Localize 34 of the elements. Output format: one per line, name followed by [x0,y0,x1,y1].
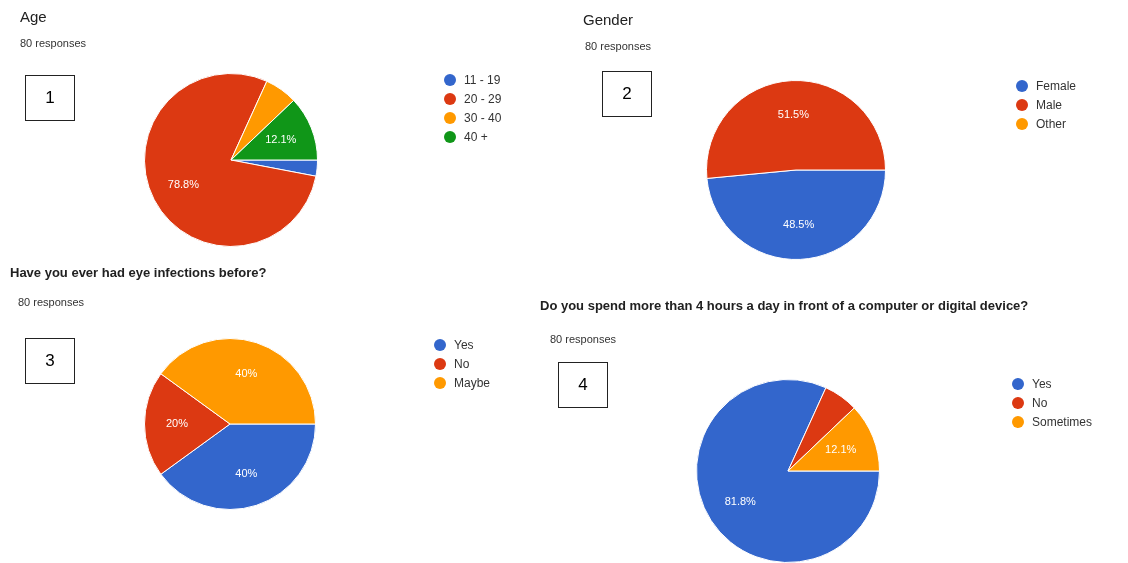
legend-label: Other [1036,116,1067,131]
data-label: 81.8% [724,494,757,507]
data-label: 12.1% [825,442,857,455]
text: 80 responses [20,37,87,49]
legend-label: No [1032,395,1048,410]
legend-label: 40 + [464,129,488,144]
legend-label: Maybe [454,375,491,390]
data-label: 78.8% [167,177,200,190]
chart-title: Do you spend more than 4 hours a day in front of a computer or digital device? [540,298,1029,313]
chart-title: Have you ever had eye infections before? [10,265,267,280]
legend-label: Male [1036,97,1063,112]
text: 3 [25,338,75,384]
legend-label: Sometimes [1032,414,1093,429]
legend-label: 30 - 40 [464,110,502,125]
data-label: 20% [165,417,189,430]
text: 80 responses [18,296,85,308]
legend-label: Female [1036,78,1077,93]
legend-label: 11 - 19 [464,72,501,87]
chart-title: Age [20,8,47,25]
chart-title: Gender [583,11,634,28]
text: 2 [602,71,652,117]
text: 4 [558,362,608,408]
data-label: 12.1% [265,133,297,146]
text: 80 responses [550,333,617,345]
text: 1 [25,75,75,121]
data-label: 48.5% [783,218,815,231]
data-label: 51.5% [777,107,810,120]
legend-label: No [454,356,470,371]
data-label: 40% [235,467,258,480]
legend-label: 20 - 29 [464,91,502,106]
legend-label: Yes [1032,376,1052,391]
data-label: 40% [235,366,258,379]
legend-label: Yes [454,337,474,352]
chart-subtitle: 80 responses [585,40,652,52]
